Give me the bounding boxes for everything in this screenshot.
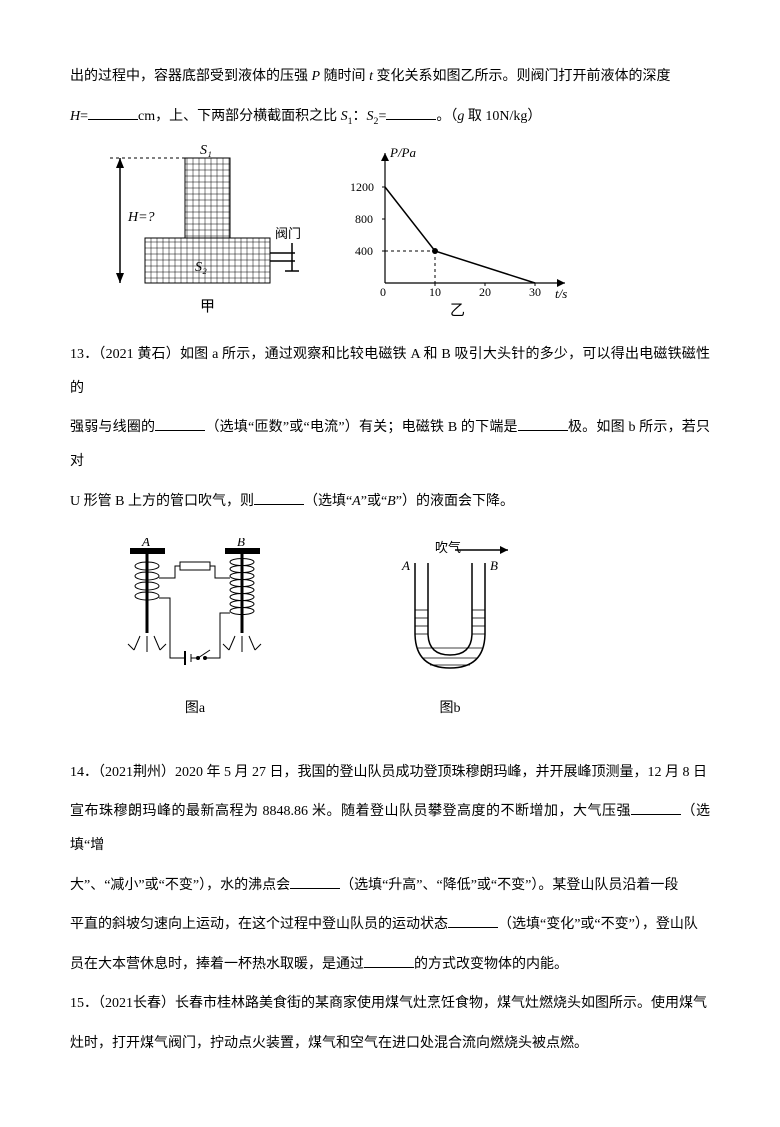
q14-text: 平直的斜坡匀速向上运动，在这个过程中登山队员的运动状态 <box>70 917 448 932</box>
xtick-0: 0 <box>380 285 386 299</box>
q12-text: 随时间 <box>320 69 369 84</box>
blank-boiling <box>290 874 340 889</box>
blank-heat <box>364 953 414 968</box>
xtick-30: 30 <box>529 285 541 299</box>
blank-ratio <box>386 105 436 120</box>
q12-figures: S₁ S₂ H=? 阀门 甲 <box>100 143 710 318</box>
ytick-1200: 1200 <box>350 180 374 194</box>
caption-fig-a: 图a <box>120 692 270 726</box>
q14-text: 大”、“减小”或“不变”），水的沸点会 <box>70 878 290 893</box>
blank-pressure <box>631 800 681 815</box>
q13-text: （2021 黄石）如图 a 所示，通过观察和比较电磁铁 A 和 B 吸引大头针的… <box>70 347 710 396</box>
xtick-20: 20 <box>479 285 491 299</box>
fig-a-wrap: A B 图a <box>120 538 270 726</box>
q13-num: 13． <box>70 347 98 362</box>
fig-yi-wrap: P/Pa t/s 400 800 1200 0 10 20 30 乙 <box>350 143 580 318</box>
ytick-400: 400 <box>355 244 373 258</box>
q14-text: 员在大本营休息时，捧着一杯热水取暖，是通过 <box>70 957 364 972</box>
xtick-10: 10 <box>429 285 441 299</box>
colon: ： <box>353 109 367 124</box>
var-S1: S <box>341 109 348 124</box>
q13-text: 强弱与线圈的 <box>70 420 155 435</box>
q14-text: 宣布珠穆朗玛峰的最新高程为 8848.86 米。随着登山队员攀登高度的不断增加，… <box>70 804 631 819</box>
q13-text: ”）的液面会下降。 <box>396 494 514 509</box>
label-blow: 吹气 <box>435 540 461 555</box>
q13-line3: U 形管 B 上方的管口吹气，则 （选填“A”或“B”）的液面会下降。 <box>70 485 710 519</box>
q12-line1: 出的过程中，容器底部受到液体的压强 P 随时间 t 变化关系如图乙所示。则阀门打… <box>70 60 710 94</box>
label-s1: S₁ <box>200 143 212 158</box>
q12-line2: H=cm，上、下两部分横截面积之比 S1：S2=。（g 取 10N/kg） <box>70 100 710 134</box>
q12-text: 取 10N/kg） <box>464 109 541 124</box>
ytick-800: 800 <box>355 212 373 226</box>
fig-yi-svg: P/Pa t/s 400 800 1200 0 10 20 30 乙 <box>350 143 580 318</box>
q13-text: （选填“匝数”或“电流”）有关；电磁铁 B 的下端是 <box>205 420 518 435</box>
xlabel: t/s <box>555 286 567 301</box>
opt-B: B <box>387 494 396 509</box>
label-A: A <box>141 538 150 549</box>
q13-line2: 强弱与线圈的（选填“匝数”或“电流”）有关；电磁铁 B 的下端是极。如图 b 所… <box>70 411 710 478</box>
q14-text: （选填“升高”、“降低”或“不变”）。某登山队员沿着一段 <box>340 878 678 893</box>
var-H: H <box>70 109 80 124</box>
caption-jia: 甲 <box>200 299 215 315</box>
eq2: = <box>378 109 386 124</box>
q12-text: cm，上、下两部分横截面积之比 <box>138 109 341 124</box>
q15-line2: 灶时，打开煤气阀门，拧动点火装置，煤气和空气在进口处混合流向燃烧头被点燃。 <box>70 1027 710 1061</box>
label-valve: 阀门 <box>275 226 301 241</box>
blank-turns <box>155 416 205 431</box>
label-B: B <box>237 538 245 549</box>
label-H: H=? <box>127 210 155 225</box>
blank-tube <box>254 490 304 505</box>
q14-line2: 宣布珠穆朗玛峰的最新高程为 8848.86 米。随着登山队员攀登高度的不断增加，… <box>70 795 710 862</box>
q14-line3: 大”、“减小”或“不变”），水的沸点会 （选填“升高”、“降低”或“不变”）。某登… <box>70 869 710 903</box>
label-B-tube: B <box>490 558 498 573</box>
blank-motion <box>448 913 498 928</box>
var-S2: S <box>367 109 374 124</box>
fig-b-svg: 吹气 A B <box>380 538 520 688</box>
q12-text: 。（ <box>436 109 457 124</box>
q15-text: 灶时，打开煤气阀门，拧动点火装置，煤气和空气在进口处混合流向燃烧头被点燃。 <box>70 1036 588 1051</box>
fig-b-wrap: 吹气 A B 图b <box>380 538 520 726</box>
caption-yi: 乙 <box>450 303 465 318</box>
q14-line4: 平直的斜坡匀速向上运动，在这个过程中登山队员的运动状态 （选填“变化”或“不变”）… <box>70 908 710 942</box>
q12-text: 变化关系如图乙所示。则阀门打开前液体的深度 <box>373 69 671 84</box>
blank-pole <box>518 416 568 431</box>
q13-text: （选填“ <box>304 494 352 509</box>
blank-H <box>88 105 138 120</box>
q13-line1: 13．（2021 黄石）如图 a 所示，通过观察和比较电磁铁 A 和 B 吸引大… <box>70 338 710 405</box>
q14-text: （2021荆州）2020 年 5 月 27 日，我国的登山队员成功登顶珠穆朗玛峰… <box>98 765 707 780</box>
q15-line1: 15．（2021长春）长春市桂林路美食街的某商家使用煤气灶烹饪食物，煤气灶燃烧头… <box>70 987 710 1021</box>
q13-text: U 形管 B 上方的管口吹气，则 <box>70 494 254 509</box>
q14-line5: 员在大本营休息时，捧着一杯热水取暖，是通过 的方式改变物体的内能。 <box>70 948 710 982</box>
caption-fig-b: 图b <box>380 692 520 726</box>
eq: = <box>80 109 88 124</box>
q14-text: 的方式改变物体的内能。 <box>414 957 568 972</box>
q15-text: （2021长春）长春市桂林路美食街的某商家使用煤气灶烹饪食物，煤气灶燃烧头如图所… <box>98 996 707 1011</box>
var-P: P <box>312 69 321 84</box>
fig-a-svg: A B <box>120 538 270 688</box>
label-A-tube: A <box>401 558 410 573</box>
q14-num: 14． <box>70 765 98 780</box>
fig-jia-wrap: S₁ S₂ H=? 阀门 甲 <box>100 143 310 318</box>
opt-A: A <box>352 494 361 509</box>
q15-num: 15． <box>70 996 98 1011</box>
q13-text: ”或“ <box>361 494 387 509</box>
ylabel: P/Pa <box>389 145 416 160</box>
q14-text: （选填“变化”或“不变”），登山队 <box>498 917 698 932</box>
label-s2: S₂ <box>195 260 207 275</box>
fig-jia-svg: S₁ S₂ H=? 阀门 甲 <box>100 143 310 318</box>
q14-line1: 14．（2021荆州）2020 年 5 月 27 日，我国的登山队员成功登顶珠穆… <box>70 756 710 790</box>
q13-figures: A B 图a 吹气 A B 图b <box>120 538 710 726</box>
q12-text: 出的过程中，容器底部受到液体的压强 <box>70 69 312 84</box>
